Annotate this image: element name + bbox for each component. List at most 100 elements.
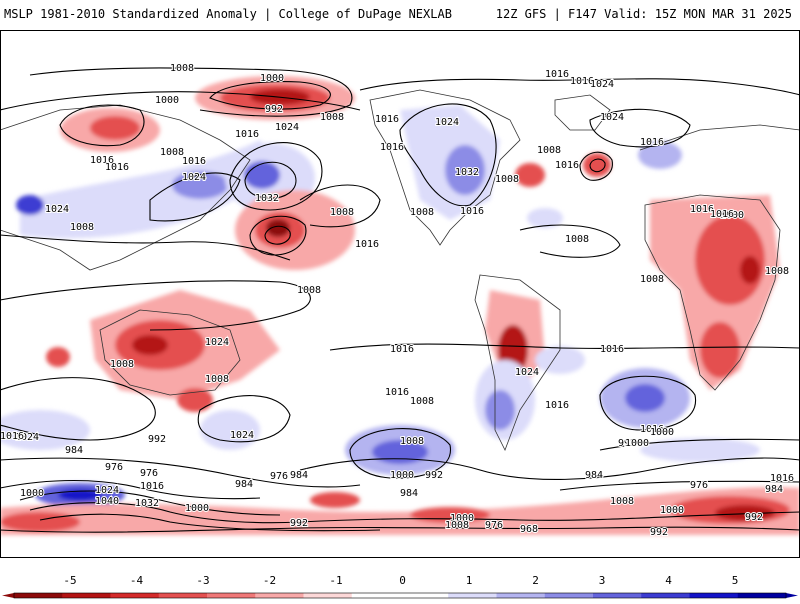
anomaly-map: 1008 1000 992 1000 1008 1016 1024 1008 1016 1024 1… xyxy=(0,30,800,558)
isobar-label: 1000 xyxy=(390,470,414,481)
legend-tick-label: 0 xyxy=(399,574,406,587)
anomaly-region xyxy=(0,487,800,535)
isobar-label: 984 xyxy=(65,445,83,456)
isobar-line xyxy=(19,490,281,516)
legend-swatch xyxy=(62,593,111,598)
isobar-label: 1016 xyxy=(90,155,114,166)
isobar-label: 1000 xyxy=(660,505,684,516)
anomaly-region xyxy=(266,219,290,237)
isobar-line xyxy=(519,224,621,258)
isobar-label: 1024 xyxy=(435,117,459,128)
isobar-label: 1024 xyxy=(515,367,539,378)
legend-tick-label: -3 xyxy=(196,574,209,587)
isobar-label: 1008 xyxy=(330,207,354,218)
anomaly-region xyxy=(172,171,228,199)
isobar-lines xyxy=(0,67,800,533)
legend-swatch xyxy=(737,593,787,598)
isobar-label: 1000 xyxy=(625,438,649,449)
map-title: MSLP 1981-2010 Standardized Anomaly | Co… xyxy=(4,7,452,21)
isobar-label: 1000 xyxy=(185,503,209,514)
isobar-line xyxy=(0,280,311,331)
legend-bar-outline xyxy=(13,592,787,599)
isobar-label: 1016 xyxy=(545,400,569,411)
legend-arrow-left xyxy=(2,593,14,598)
anomaly-region xyxy=(46,347,70,367)
continent-outline-africa xyxy=(644,194,781,391)
isobar-label: 992 xyxy=(148,434,166,445)
isobar-label: 1016 xyxy=(600,344,624,355)
isobar-line xyxy=(399,103,497,207)
legend-swatch xyxy=(207,593,256,598)
isobar-label: 1016 xyxy=(375,114,399,125)
isobar-label: 984 xyxy=(290,470,308,481)
isobar-label: 1024 xyxy=(230,430,254,441)
isobar-line xyxy=(299,184,381,228)
anomaly-region xyxy=(485,390,515,430)
isobar-label: 1016 xyxy=(460,206,484,217)
isobar-label: 1008 xyxy=(445,520,469,531)
legend-swatch xyxy=(158,593,208,598)
legend-swatch xyxy=(14,593,63,598)
isobar-label: 1008 xyxy=(160,147,184,158)
anomaly-region xyxy=(200,410,260,450)
isobar-label: 1016 xyxy=(105,162,129,173)
anomaly-region xyxy=(640,438,760,462)
anomaly-region xyxy=(625,384,665,412)
legend-tick-label: 3 xyxy=(599,574,606,587)
isobar-label: 1016 xyxy=(710,209,734,220)
map-canvas: 1008100099210001008101610241008101610241… xyxy=(0,30,800,558)
isobar-label: 992 xyxy=(745,512,763,523)
legend-tick-label: -4 xyxy=(130,574,144,587)
isobar-label: 1024 xyxy=(15,432,39,443)
legend-swatch xyxy=(593,593,642,598)
anomaly-region xyxy=(638,141,682,169)
isobar-line xyxy=(559,480,800,491)
header: MSLP 1981-2010 Standardized Anomaly | Co… xyxy=(0,0,800,30)
legend-swatch xyxy=(689,593,739,598)
isobar-labels: 1008100099210001008101610241008101610241… xyxy=(0,62,795,539)
isobar-label: 992 xyxy=(618,438,636,449)
continent-outline-south-america xyxy=(474,274,561,451)
isobar-label: 976 xyxy=(270,471,288,482)
isobar-label: 1016 xyxy=(570,76,594,87)
isobar-label: 1000 xyxy=(450,513,474,524)
anomaly-region xyxy=(700,322,740,378)
isobar-line xyxy=(0,526,800,533)
isobar-label: 1024 xyxy=(45,204,69,215)
isobar-line xyxy=(59,104,145,147)
isobar-line xyxy=(39,513,381,532)
isobar-label: 976 xyxy=(105,462,123,473)
isobar-label: 1000 xyxy=(260,73,284,84)
legend-tick-label: -5 xyxy=(63,574,76,587)
isobar-line xyxy=(0,479,261,500)
legend-tick-label: 2 xyxy=(532,574,539,587)
isobar-label: 1016 xyxy=(380,142,404,153)
isobar-label: 1008 xyxy=(765,266,789,277)
legend-tick-label: 1 xyxy=(466,574,473,587)
isobar-label: 1016 xyxy=(555,160,579,171)
anomaly-region xyxy=(515,163,545,187)
isobar-label: 984 xyxy=(235,479,253,490)
legend-swatch xyxy=(641,593,690,598)
isobar-label: 1016 xyxy=(640,137,664,148)
isobar-label: 1016 xyxy=(235,129,259,140)
anomaly-region xyxy=(445,145,485,195)
legend-tick-label: -1 xyxy=(329,574,342,587)
isobar-label: 992 xyxy=(650,527,668,538)
isobar-line xyxy=(0,91,361,111)
isobar-line xyxy=(589,108,691,148)
anomaly-region xyxy=(132,335,168,355)
anomaly-region xyxy=(90,116,140,140)
isobar-label: 1016 xyxy=(385,387,409,398)
isobar-label: 976 xyxy=(690,480,708,491)
legend-swatch xyxy=(351,593,401,598)
isobar-label: 984 xyxy=(400,488,418,499)
isobar-line xyxy=(149,172,241,222)
isobar-line xyxy=(299,457,800,480)
legend-swatch xyxy=(110,593,160,598)
isobar-label: 984 xyxy=(585,470,603,481)
isobar-label: 1008 xyxy=(400,436,424,447)
isobar-label: 976 xyxy=(485,520,503,531)
legend-arrow-right xyxy=(786,593,798,598)
legend-tick-label: 5 xyxy=(732,574,739,587)
